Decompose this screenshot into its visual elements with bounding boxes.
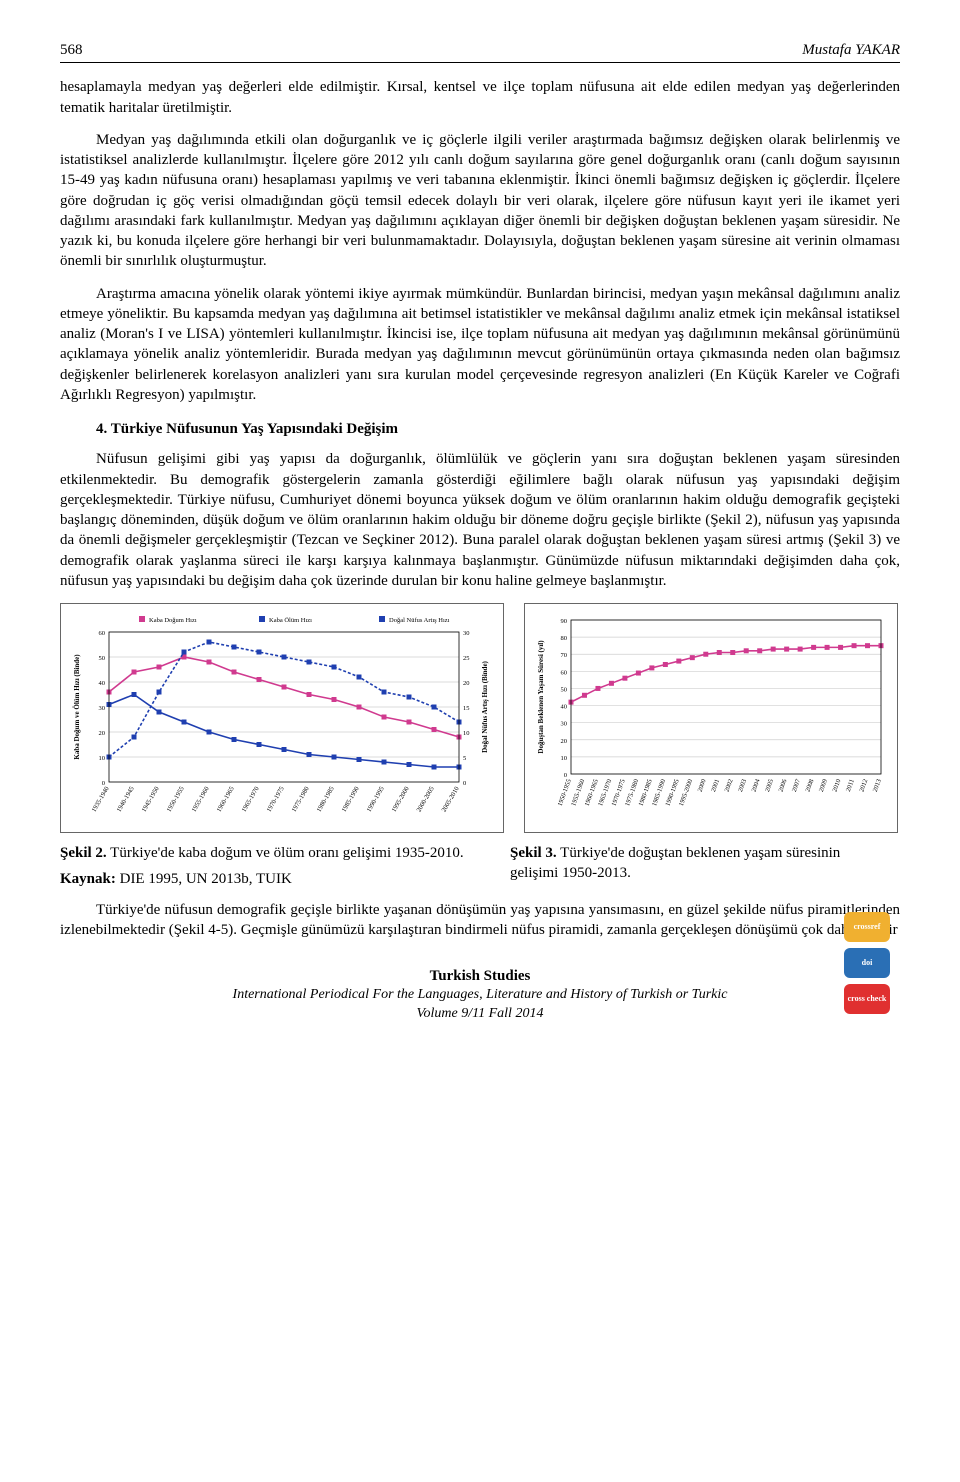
svg-text:2006: 2006 xyxy=(778,778,789,793)
page-number: 568 xyxy=(60,40,83,60)
footer-subtitle: International Periodical For the Languag… xyxy=(60,986,900,1005)
figure-3-caption: Şekil 3. Türkiye'de doğuştan beklenen ya… xyxy=(510,843,870,884)
svg-text:1995-2000: 1995-2000 xyxy=(391,786,411,814)
svg-text:30: 30 xyxy=(561,721,568,728)
svg-text:40: 40 xyxy=(99,680,106,687)
svg-text:Kaba Doğum Hızı: Kaba Doğum Hızı xyxy=(149,617,197,624)
svg-text:Doğal Nüfus Artış Hızı (Binde): Doğal Nüfus Artış Hızı (Binde) xyxy=(481,660,489,752)
svg-text:1970-1975: 1970-1975 xyxy=(266,786,286,814)
badge-stack: crossref doi cross check xyxy=(844,912,890,1014)
svg-text:1995-2000: 1995-2000 xyxy=(678,778,694,807)
svg-text:2003: 2003 xyxy=(737,778,748,793)
svg-text:1980-1985: 1980-1985 xyxy=(316,786,336,814)
svg-text:2013: 2013 xyxy=(872,778,883,793)
svg-text:2010: 2010 xyxy=(831,778,842,793)
svg-text:50: 50 xyxy=(561,686,568,693)
figure-2-caption: Şekil 2. Türkiye'de kaba doğum ve ölüm o… xyxy=(60,843,490,863)
svg-text:Kaba Doğum ve Ölüm Hızı (Binde: Kaba Doğum ve Ölüm Hızı (Binde) xyxy=(73,654,81,760)
svg-text:25: 25 xyxy=(463,655,470,662)
svg-text:2005: 2005 xyxy=(764,778,775,793)
charts-row: 0 10 20 30 40 50 60 0 5 10 15 20 25 30 1935-19401940-1… xyxy=(60,603,900,833)
svg-text:Doğuştan Beklenen Yaşam Süresi: Doğuştan Beklenen Yaşam Süresi (yıl) xyxy=(537,640,545,754)
paragraph-5: Türkiye'de nüfusun demografik geçişle bi… xyxy=(60,900,900,941)
svg-text:2000-2005: 2000-2005 xyxy=(416,786,436,814)
svg-text:2011: 2011 xyxy=(845,778,856,792)
svg-text:2004: 2004 xyxy=(751,778,762,793)
chart-2: 01020304050600510152025301935-19401940-1… xyxy=(67,610,497,830)
svg-text:15: 15 xyxy=(463,705,470,712)
svg-text:5: 5 xyxy=(463,755,466,762)
svg-text:10: 10 xyxy=(561,755,568,762)
svg-text:Doğal Nüfus Artış Hızı: Doğal Nüfus Artış Hızı xyxy=(389,617,450,624)
svg-text:20: 20 xyxy=(463,680,470,687)
svg-text:40: 40 xyxy=(561,704,568,711)
svg-text:10: 10 xyxy=(99,755,106,762)
svg-text:2005-2010: 2005-2010 xyxy=(441,786,461,814)
svg-text:50: 50 xyxy=(99,655,106,662)
footer-volume: Volume 9/11 Fall 2014 xyxy=(60,1005,900,1024)
svg-text:0: 0 xyxy=(463,780,466,787)
svg-text:Kaba Ölüm Hızı: Kaba Ölüm Hızı xyxy=(269,617,312,624)
svg-text:1950-1955: 1950-1955 xyxy=(166,786,186,814)
paragraph-2: Medyan yaş dağılımında etkili olan doğur… xyxy=(60,130,900,272)
svg-text:60: 60 xyxy=(99,630,106,637)
author-name: Mustafa YAKAR xyxy=(802,40,900,60)
svg-text:1955-1960: 1955-1960 xyxy=(191,786,211,814)
header-rule xyxy=(60,62,900,63)
svg-text:30: 30 xyxy=(99,705,106,712)
svg-text:1960-1965: 1960-1965 xyxy=(216,786,236,814)
footer: Turkish Studies International Periodical… xyxy=(60,966,900,1024)
svg-text:60: 60 xyxy=(561,669,568,676)
svg-text:1940-1945: 1940-1945 xyxy=(116,786,136,814)
chart-3: 01020304050607080901950-19551955-1960196… xyxy=(531,610,891,830)
svg-text:2000: 2000 xyxy=(697,778,708,793)
svg-text:2009: 2009 xyxy=(818,778,829,793)
svg-text:0: 0 xyxy=(564,772,567,779)
svg-text:30: 30 xyxy=(463,630,470,637)
svg-text:1965-1970: 1965-1970 xyxy=(241,786,261,814)
svg-text:90: 90 xyxy=(561,618,568,625)
svg-text:20: 20 xyxy=(561,738,568,745)
svg-text:2008: 2008 xyxy=(804,778,815,793)
svg-text:2002: 2002 xyxy=(724,778,735,793)
paragraph-4: Nüfusun gelişimi gibi yaş yapısı da doğu… xyxy=(60,449,900,591)
svg-text:1935-1940: 1935-1940 xyxy=(91,786,111,814)
svg-text:10: 10 xyxy=(463,730,470,737)
svg-text:1975-1980: 1975-1980 xyxy=(291,786,311,814)
doi-badge: doi xyxy=(844,948,890,978)
svg-text:2001: 2001 xyxy=(710,778,721,793)
svg-text:1990-1995: 1990-1995 xyxy=(366,786,386,814)
svg-text:1985-1990: 1985-1990 xyxy=(341,786,361,814)
figure-2-source: Kaynak: DIE 1995, UN 2013b, TUIK xyxy=(60,869,490,889)
svg-text:2007: 2007 xyxy=(791,778,802,793)
chart-2-box: 01020304050600510152025301935-19401940-1… xyxy=(60,603,504,833)
section-title: 4. Türkiye Nüfusunun Yaş Yapısındaki Değ… xyxy=(60,419,900,439)
svg-text:20: 20 xyxy=(99,730,106,737)
footer-title: Turkish Studies xyxy=(60,966,900,986)
paragraph-3: Araştırma amacına yönelik olarak yöntemi… xyxy=(60,284,900,406)
svg-text:2012: 2012 xyxy=(858,778,869,793)
paragraph-1: hesaplamayla medyan yaş değerleri elde e… xyxy=(60,77,900,118)
crossref-badge: crossref xyxy=(844,912,890,942)
svg-text:70: 70 xyxy=(561,652,568,659)
svg-text:1945-1950: 1945-1950 xyxy=(141,786,161,814)
chart-3-box: 01020304050607080901950-19551955-1960196… xyxy=(524,603,898,833)
svg-text:80: 80 xyxy=(561,635,568,642)
crosscheck-badge: cross check xyxy=(844,984,890,1014)
